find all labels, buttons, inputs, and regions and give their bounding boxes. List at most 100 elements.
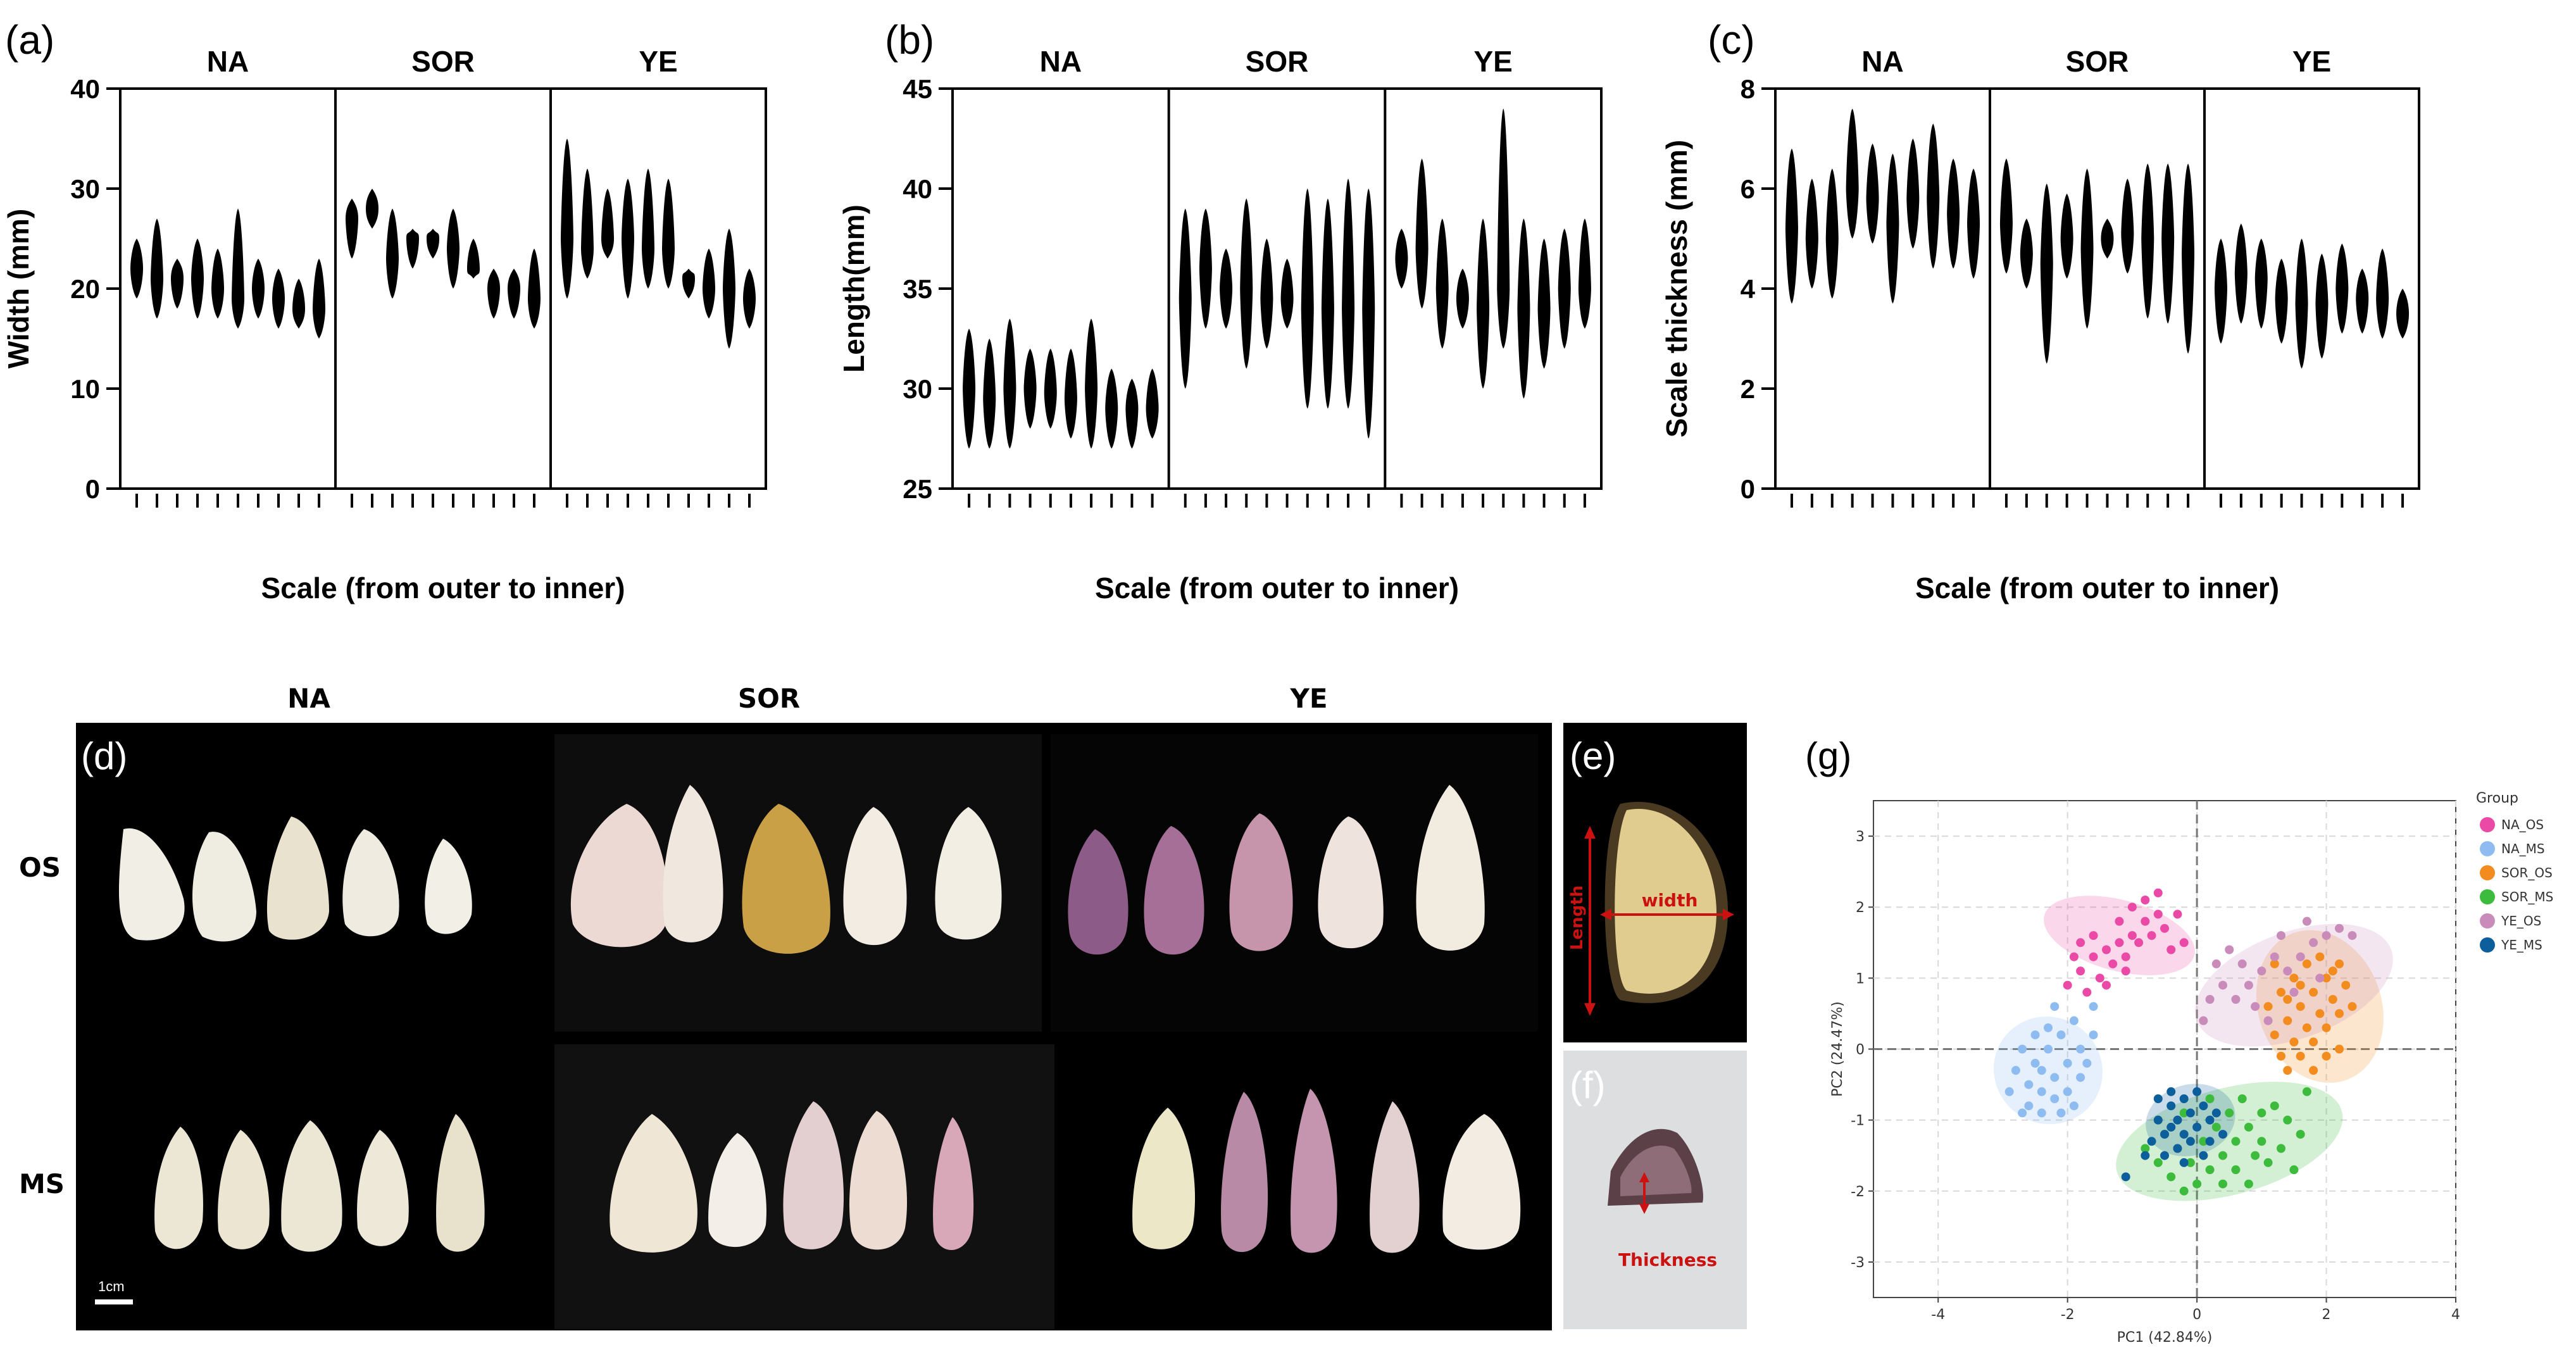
scales-ye-os [1068,785,1485,955]
y-tick-label: 3 [1856,829,1865,845]
violin-mark [1044,348,1057,429]
data-point [2018,1044,2027,1054]
data-point [2024,1101,2034,1111]
data-point [2335,923,2344,933]
data-point [2218,1179,2227,1189]
data-point [2263,1158,2273,1167]
y-axis-label: PC2 (24.47%) [1830,1001,1846,1097]
y-tick-label: 4 [1741,274,1756,304]
violin-mark [1886,153,1899,304]
scale-photo [1318,816,1384,949]
violin-mark [1906,139,1920,249]
data-point [2069,952,2079,961]
width-arrowhead-right [1723,909,1734,920]
violin-mark [386,208,399,299]
violin-mark [232,208,244,329]
legend-swatch [2480,817,2495,832]
thickness-arrowhead-bottom [1639,1204,1649,1214]
group-label: NA [1861,45,1903,78]
violin-mark [1558,228,1571,349]
scale-photo [935,807,1002,940]
data-point [2289,1165,2299,1175]
length-label: Length [1568,885,1587,950]
data-point [2147,931,2156,941]
data-point [2225,1108,2234,1118]
data-point [2166,945,2176,954]
data-point [2185,1108,2195,1118]
violin-mark [2315,253,2329,359]
panel-label-e: (e) [1570,735,1616,777]
panel-label-g: (g) [1805,735,1851,777]
data-point [2257,1137,2267,1146]
data-point [2309,987,2318,997]
scale-photo [843,807,907,946]
data-point [2179,1130,2189,1139]
data-point [2244,1122,2253,1132]
data-point [2315,1009,2325,1018]
violin-mark [1805,178,1818,289]
scale-photo [849,1111,907,1250]
scale-photo [1291,1089,1337,1253]
violin-mark [561,139,573,299]
y-tick-label: 30 [903,374,932,404]
data-point [2179,1186,2189,1196]
data-point [2076,938,2085,947]
violin-mark [581,168,594,279]
y-tick-label: 2 [1741,374,1755,404]
scales-na-ms [154,1114,485,1252]
data-point [2121,1172,2130,1182]
scale-photo [154,1127,203,1249]
photo-panel-e: (e) Length width [1563,723,1747,1042]
data-point [2037,1108,2046,1118]
data-point [2263,1016,2273,1025]
data-point [2050,1002,2060,1011]
data-point [2199,1101,2208,1111]
x-tick-label: -2 [2061,1307,2075,1323]
data-point [2037,1066,2046,1075]
data-point [2296,980,2305,990]
violin-mark [1395,228,1408,289]
violin-mark [1064,348,1077,439]
data-point [2127,903,2137,912]
violin-mark [1301,189,1314,409]
data-point [2231,995,2241,1004]
thickness-section-inner [1620,1146,1692,1196]
data-point [2185,1137,2195,1146]
data-point [2322,931,2331,941]
data-point [2004,1087,2014,1096]
x-axis-label: Scale (from outer to inner) [1915,572,2279,604]
scale-photo [1132,1108,1196,1249]
width-arrowhead-left [1600,909,1611,920]
data-point [2225,945,2234,954]
violin-mark [1280,258,1294,329]
data-point [2335,959,2344,968]
data-point [2160,1151,2169,1160]
scale-face [1615,808,1716,994]
data-point [2076,966,2085,976]
violin-mark [2396,289,2410,339]
data-point [2153,1158,2163,1167]
data-point [2199,1016,2208,1025]
violin-mark [1537,239,1551,369]
data-point [2030,1030,2040,1040]
violin-mark [1785,148,1798,304]
data-point [2166,1172,2176,1182]
violin-mark [1497,108,1510,349]
data-point [2024,1080,2034,1089]
data-point [2018,1108,2027,1118]
violin-mark [682,268,695,299]
violin-mark [366,189,378,229]
data-point [2063,980,2072,990]
data-point [2309,938,2318,947]
legend-label: NA_MS [2501,841,2545,856]
data-point [2192,1179,2202,1189]
data-point [2277,1051,2285,1061]
legend-swatch [2480,841,2495,856]
data-point [2283,966,2292,976]
data-point [2322,1023,2331,1032]
violin-mark [1415,158,1429,309]
data-point [2211,1122,2221,1132]
violin-mark [447,208,460,289]
width-label: width [1642,890,1698,911]
row-label-ms: MS [19,1168,65,1199]
